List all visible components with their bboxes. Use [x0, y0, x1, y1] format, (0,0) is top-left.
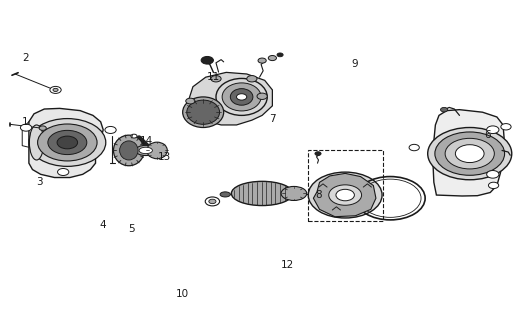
Circle shape: [308, 172, 382, 218]
Circle shape: [236, 94, 247, 100]
Circle shape: [409, 144, 419, 151]
Circle shape: [268, 55, 277, 60]
Circle shape: [277, 53, 283, 57]
Polygon shape: [433, 110, 504, 196]
Polygon shape: [314, 173, 376, 217]
Circle shape: [21, 124, 32, 131]
Circle shape: [57, 136, 78, 149]
Circle shape: [488, 182, 499, 188]
Text: 4: 4: [100, 220, 106, 230]
Circle shape: [205, 197, 219, 206]
Circle shape: [247, 76, 257, 82]
Ellipse shape: [182, 97, 224, 127]
Polygon shape: [188, 72, 272, 125]
Circle shape: [428, 127, 512, 180]
Circle shape: [501, 124, 511, 130]
Ellipse shape: [231, 181, 293, 205]
Text: 3: 3: [36, 177, 43, 187]
Circle shape: [201, 56, 213, 64]
Circle shape: [53, 88, 58, 92]
Circle shape: [435, 132, 505, 175]
Ellipse shape: [230, 89, 253, 105]
Ellipse shape: [114, 135, 144, 166]
Circle shape: [258, 58, 266, 63]
Ellipse shape: [136, 145, 156, 156]
Circle shape: [209, 199, 216, 204]
Circle shape: [440, 108, 448, 112]
Ellipse shape: [216, 78, 267, 116]
Text: 1: 1: [22, 117, 29, 127]
Circle shape: [329, 185, 361, 205]
Circle shape: [50, 86, 61, 93]
Text: 6: 6: [484, 130, 491, 140]
Circle shape: [336, 189, 354, 201]
Text: 5: 5: [128, 223, 135, 234]
Text: 2: 2: [22, 53, 29, 63]
Bar: [308, 150, 382, 220]
Ellipse shape: [220, 192, 230, 197]
Ellipse shape: [281, 187, 307, 200]
Circle shape: [257, 93, 267, 100]
Circle shape: [39, 126, 46, 130]
Text: 12: 12: [281, 260, 295, 270]
Text: 9: 9: [351, 60, 358, 69]
Text: 8: 8: [315, 190, 322, 200]
Text: 13: 13: [158, 152, 171, 162]
Circle shape: [487, 126, 499, 133]
Circle shape: [445, 138, 494, 169]
Circle shape: [131, 134, 137, 138]
Ellipse shape: [147, 142, 167, 159]
Circle shape: [48, 130, 87, 155]
Ellipse shape: [187, 100, 219, 124]
Text: 10: 10: [176, 289, 189, 299]
Circle shape: [487, 171, 499, 178]
Text: 11: 11: [207, 72, 220, 82]
Circle shape: [211, 76, 221, 82]
Circle shape: [58, 169, 69, 175]
Circle shape: [105, 126, 116, 133]
Circle shape: [29, 119, 106, 166]
Text: 14: 14: [140, 136, 153, 146]
Circle shape: [315, 152, 321, 156]
Ellipse shape: [120, 141, 138, 160]
Ellipse shape: [222, 83, 261, 111]
Ellipse shape: [29, 125, 44, 160]
Circle shape: [186, 98, 195, 104]
Polygon shape: [29, 108, 103, 178]
Text: 7: 7: [269, 114, 276, 124]
Ellipse shape: [139, 147, 153, 154]
Circle shape: [455, 145, 484, 163]
Circle shape: [38, 124, 97, 161]
